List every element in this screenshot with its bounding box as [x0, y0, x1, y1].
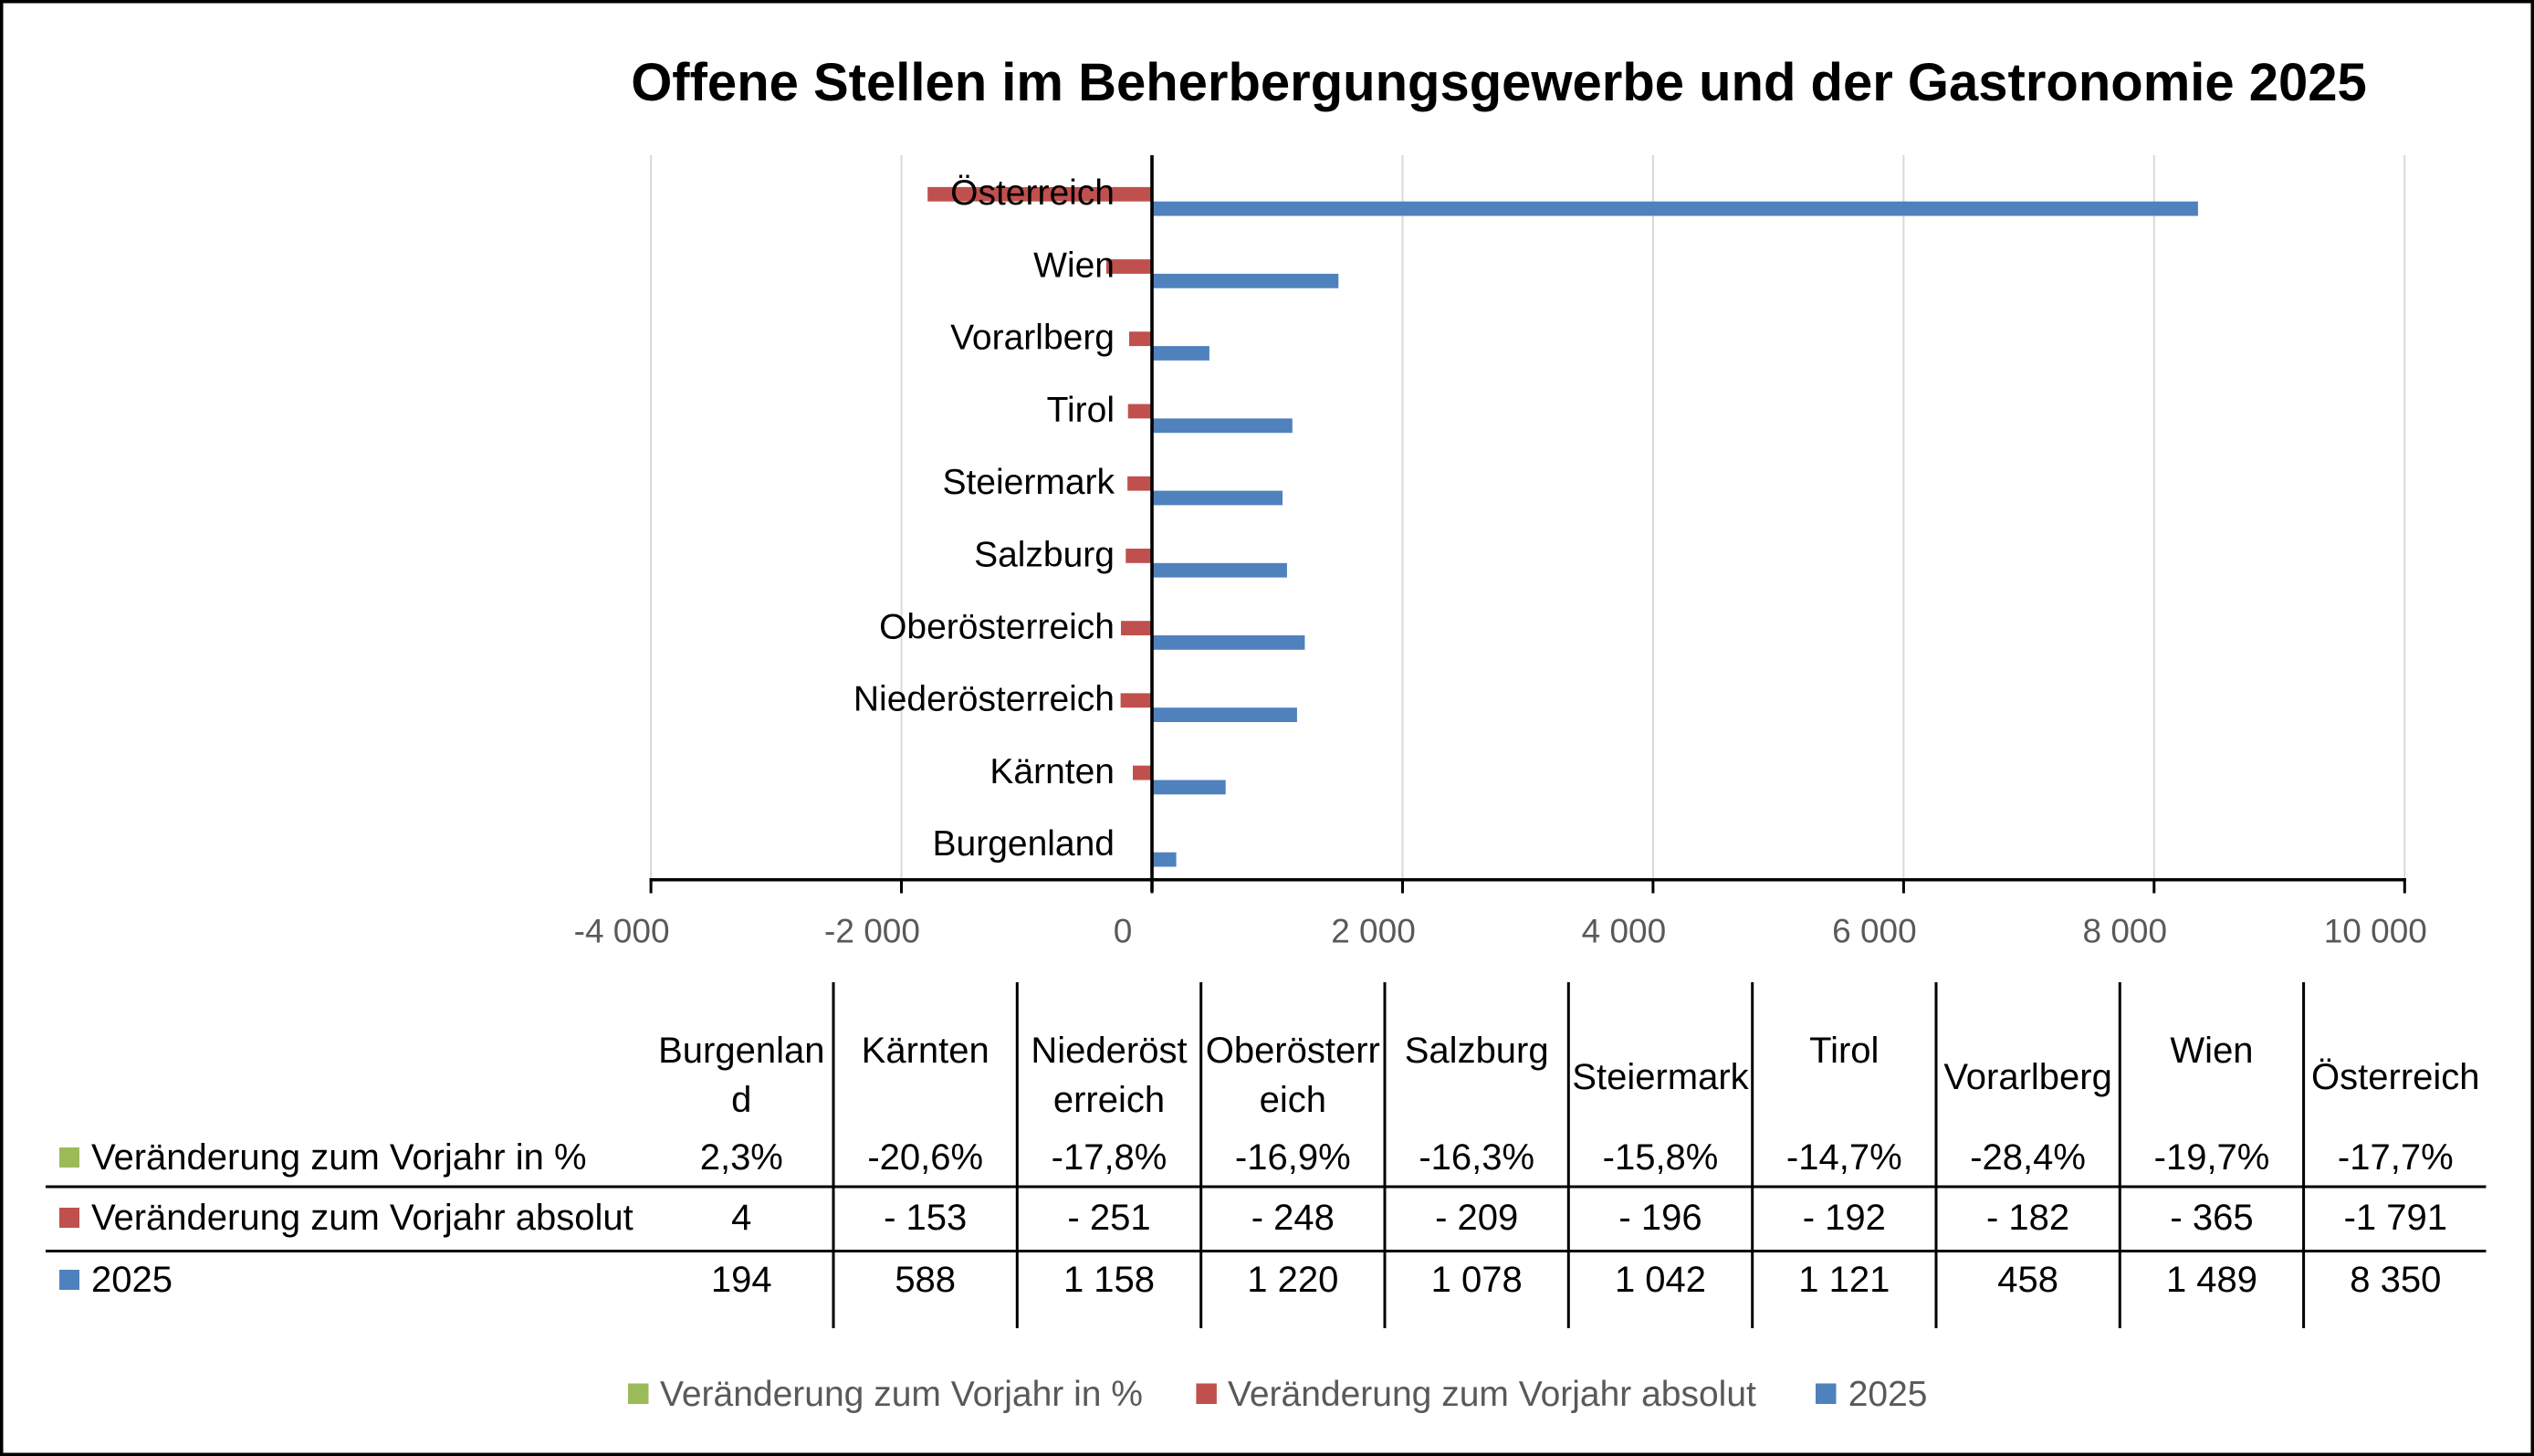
svg-text:Tirol: Tirol — [1047, 391, 1115, 430]
svg-text:8 000: 8 000 — [2083, 913, 2168, 950]
svg-text:-2 000: -2 000 — [824, 913, 920, 950]
svg-text:Wien: Wien — [1033, 246, 1115, 285]
svg-text:Kärnten: Kärnten — [862, 1031, 990, 1071]
svg-text:Veränderung zum Vorjahr absolu: Veränderung zum Vorjahr absolut — [1228, 1375, 1756, 1414]
svg-text:-17,7%: -17,7% — [2338, 1137, 2454, 1178]
svg-text:-1 791: -1 791 — [2344, 1198, 2447, 1238]
svg-text:2 000: 2 000 — [1331, 913, 1416, 950]
svg-text:Oberösterreich: Oberösterreich — [879, 608, 1115, 647]
svg-text:Tirol: Tirol — [1809, 1031, 1879, 1071]
svg-text:4: 4 — [731, 1198, 751, 1238]
svg-text:Niederöst: Niederöst — [1031, 1031, 1187, 1071]
svg-text:2025: 2025 — [91, 1260, 173, 1300]
svg-text:- 153: - 153 — [884, 1198, 967, 1238]
svg-text:2025: 2025 — [1848, 1375, 1928, 1414]
svg-text:- 196: - 196 — [1618, 1198, 1702, 1238]
svg-text:0: 0 — [1114, 913, 1133, 950]
svg-text:Burgenlan: Burgenlan — [658, 1031, 824, 1071]
svg-text:1 042: 1 042 — [1615, 1260, 1706, 1300]
svg-text:-20,6%: -20,6% — [867, 1137, 983, 1178]
svg-text:-15,8%: -15,8% — [1603, 1137, 1719, 1178]
svg-text:-14,7%: -14,7% — [1786, 1137, 1902, 1178]
svg-text:Steiermark: Steiermark — [942, 463, 1115, 502]
svg-text:Oberösterr: Oberösterr — [1206, 1031, 1380, 1071]
svg-text:1 158: 1 158 — [1063, 1260, 1155, 1300]
svg-text:Niederösterreich: Niederösterreich — [853, 680, 1115, 719]
svg-text:Veränderung zum Vorjahr absolu: Veränderung zum Vorjahr absolut — [91, 1198, 634, 1238]
svg-text:1 489: 1 489 — [2166, 1260, 2257, 1300]
svg-text:2,3%: 2,3% — [700, 1137, 783, 1178]
svg-text:- 251: - 251 — [1067, 1198, 1150, 1238]
svg-text:6 000: 6 000 — [1832, 913, 1917, 950]
svg-text:eich: eich — [1260, 1080, 1326, 1120]
svg-text:- 365: - 365 — [2170, 1198, 2253, 1238]
svg-text:4 000: 4 000 — [1582, 913, 1667, 950]
svg-text:-17,8%: -17,8% — [1052, 1137, 1168, 1178]
svg-text:8 350: 8 350 — [2350, 1260, 2441, 1300]
svg-text:Vorarlberg: Vorarlberg — [950, 319, 1115, 358]
svg-text:- 209: - 209 — [1435, 1198, 1518, 1238]
svg-text:Offene Stellen im Beherbergung: Offene Stellen im Beherbergungsgewerbe u… — [631, 53, 2367, 112]
svg-text:Burgenland: Burgenland — [933, 824, 1115, 864]
svg-text:588: 588 — [895, 1260, 956, 1300]
svg-text:- 192: - 192 — [1803, 1198, 1886, 1238]
svg-text:Veränderung zum Vorjahr in %: Veränderung zum Vorjahr in % — [660, 1375, 1143, 1414]
svg-text:194: 194 — [711, 1260, 772, 1300]
svg-text:10 000: 10 000 — [2324, 913, 2427, 950]
svg-text:erreich: erreich — [1053, 1080, 1165, 1120]
svg-text:- 248: - 248 — [1251, 1198, 1335, 1238]
svg-text:-4 000: -4 000 — [574, 913, 670, 950]
svg-text:Salzburg: Salzburg — [1405, 1031, 1549, 1071]
svg-text:-16,3%: -16,3% — [1419, 1137, 1534, 1178]
svg-text:1 078: 1 078 — [1431, 1260, 1523, 1300]
svg-text:458: 458 — [1997, 1260, 2058, 1300]
svg-text:Steiermark: Steiermark — [1572, 1057, 1749, 1097]
svg-text:Österreich: Österreich — [2311, 1057, 2480, 1097]
svg-text:1 220: 1 220 — [1247, 1260, 1338, 1300]
svg-text:Veränderung zum Vorjahr in %: Veränderung zum Vorjahr in % — [91, 1137, 587, 1178]
svg-text:1 121: 1 121 — [1798, 1260, 1890, 1300]
svg-text:-16,9%: -16,9% — [1235, 1137, 1351, 1178]
svg-text:-19,7%: -19,7% — [2154, 1137, 2270, 1178]
svg-text:Wien: Wien — [2170, 1031, 2253, 1071]
svg-text:Vorarlberg: Vorarlberg — [1943, 1057, 2112, 1097]
svg-text:-28,4%: -28,4% — [1970, 1137, 2086, 1178]
svg-text:Kärnten: Kärnten — [990, 752, 1115, 791]
svg-text:d: d — [731, 1080, 751, 1120]
svg-text:- 182: - 182 — [1986, 1198, 2069, 1238]
svg-text:Österreich: Österreich — [950, 173, 1115, 213]
svg-text:Salzburg: Salzburg — [974, 535, 1115, 574]
